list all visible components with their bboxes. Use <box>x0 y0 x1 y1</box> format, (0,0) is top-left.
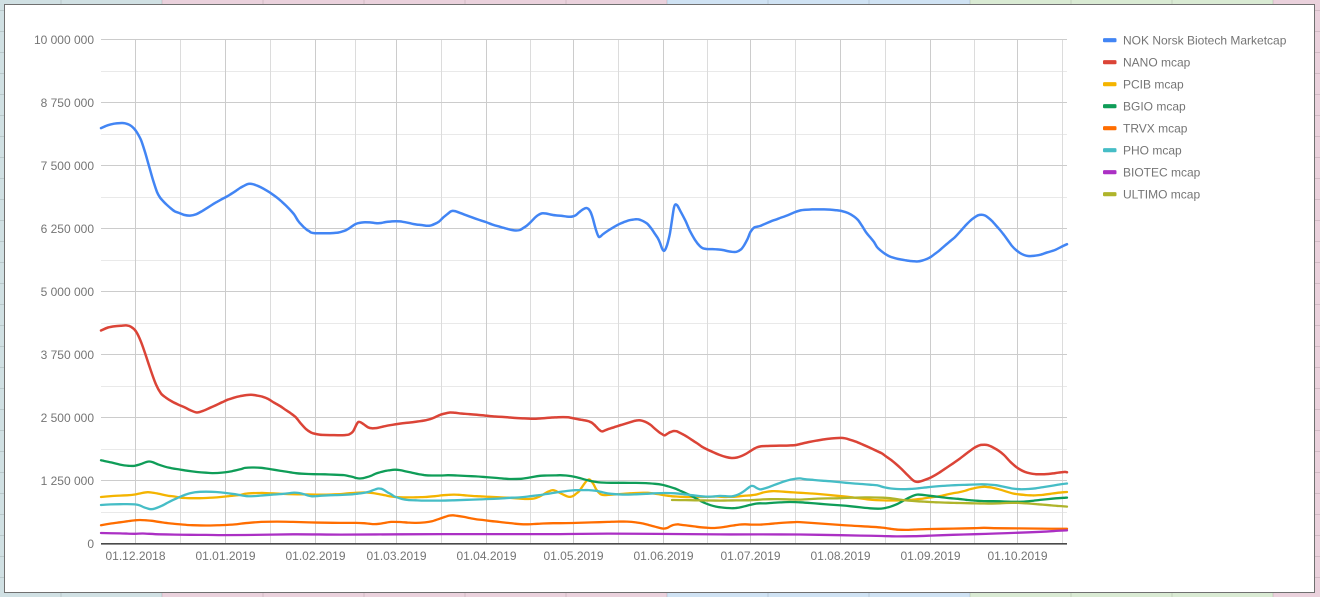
svg-text:01.08.2019: 01.08.2019 <box>810 549 870 563</box>
svg-text:01.01.2019: 01.01.2019 <box>195 549 255 563</box>
svg-text:01.03.2019: 01.03.2019 <box>366 549 426 563</box>
svg-text:1 250 000: 1 250 000 <box>41 474 95 488</box>
svg-text:6 250 000: 6 250 000 <box>41 222 95 236</box>
svg-text:01.07.2019: 01.07.2019 <box>720 549 780 563</box>
svg-text:BIOTEC mcap: BIOTEC mcap <box>1123 166 1201 180</box>
svg-text:01.05.2019: 01.05.2019 <box>543 549 603 563</box>
svg-text:2 500 000: 2 500 000 <box>41 411 95 425</box>
svg-text:ULTIMO mcap: ULTIMO mcap <box>1123 188 1200 202</box>
svg-text:PCIB mcap: PCIB mcap <box>1123 78 1184 92</box>
svg-text:TRVX mcap: TRVX mcap <box>1123 122 1188 136</box>
svg-text:01.09.2019: 01.09.2019 <box>900 549 960 563</box>
svg-text:01.06.2019: 01.06.2019 <box>633 549 693 563</box>
svg-text:01.02.2019: 01.02.2019 <box>285 549 345 563</box>
svg-text:01.04.2019: 01.04.2019 <box>456 549 516 563</box>
svg-text:01.10.2019: 01.10.2019 <box>987 549 1047 563</box>
svg-text:BGIO mcap: BGIO mcap <box>1123 100 1186 114</box>
svg-text:7 500 000: 7 500 000 <box>41 159 95 173</box>
svg-text:0: 0 <box>87 537 94 551</box>
svg-text:3 750 000: 3 750 000 <box>41 348 95 362</box>
svg-text:8 750 000: 8 750 000 <box>41 96 95 110</box>
svg-text:PHO mcap: PHO mcap <box>1123 144 1182 158</box>
svg-text:5 000 000: 5 000 000 <box>41 285 95 299</box>
svg-text:10 000 000: 10 000 000 <box>34 33 94 47</box>
svg-text:01.12.2018: 01.12.2018 <box>105 549 165 563</box>
svg-text:NOK Norsk Biotech Marketcap: NOK Norsk Biotech Marketcap <box>1123 34 1287 48</box>
svg-text:NANO mcap: NANO mcap <box>1123 56 1191 70</box>
